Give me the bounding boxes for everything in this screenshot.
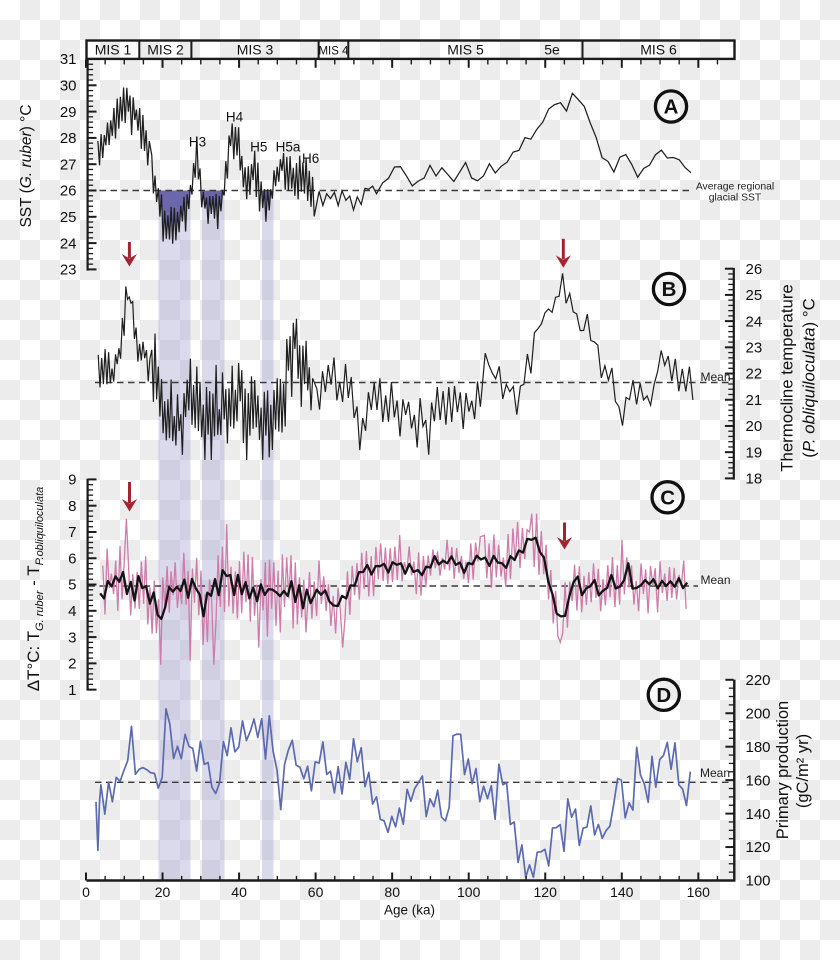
svg-text:21: 21: [746, 392, 763, 409]
svg-text:31: 31: [60, 51, 77, 68]
svg-text:23: 23: [746, 340, 763, 357]
svg-text:25: 25: [60, 209, 77, 226]
svg-text:(gC/m² yr): (gC/m² yr): [794, 734, 812, 808]
svg-text:120: 120: [746, 839, 771, 856]
svg-text:5e: 5e: [544, 42, 560, 58]
svg-text:8: 8: [68, 498, 76, 515]
svg-text:19: 19: [746, 444, 763, 461]
svg-text:27: 27: [60, 156, 77, 173]
svg-text:140: 140: [610, 884, 634, 900]
svg-text:7: 7: [68, 524, 76, 541]
svg-text:H3: H3: [189, 135, 206, 150]
svg-text:1: 1: [68, 682, 76, 699]
svg-text:6: 6: [68, 550, 76, 567]
svg-text:100: 100: [746, 873, 771, 890]
svg-text:26: 26: [746, 261, 763, 278]
svg-text:40: 40: [231, 884, 247, 900]
svg-text:22: 22: [746, 366, 763, 383]
svg-text:3: 3: [68, 629, 76, 646]
svg-text:MIS 1: MIS 1: [95, 42, 132, 58]
svg-text:H5a: H5a: [276, 140, 301, 155]
svg-text:Thermocline temperature: Thermocline temperature: [777, 284, 796, 471]
svg-text:23: 23: [60, 262, 77, 279]
svg-text:18: 18: [746, 471, 763, 488]
svg-text:80: 80: [384, 884, 400, 900]
svg-text:H6: H6: [302, 151, 319, 166]
svg-text:2: 2: [68, 656, 76, 673]
svg-text:28: 28: [60, 130, 77, 147]
svg-text:MIS 4: MIS 4: [318, 46, 349, 58]
svg-text:Average regional: Average regional: [696, 182, 774, 193]
svg-text:Mean: Mean: [701, 370, 731, 384]
svg-text:60: 60: [308, 884, 324, 900]
svg-text:24: 24: [746, 313, 763, 330]
svg-text:160: 160: [746, 772, 771, 789]
svg-text:0: 0: [82, 884, 90, 900]
svg-text:200: 200: [746, 706, 771, 723]
svg-text:180: 180: [746, 739, 771, 756]
svg-text:MIS 6: MIS 6: [640, 42, 677, 58]
svg-text:(P. obliquiloculata) °C: (P. obliquiloculata) °C: [799, 298, 818, 457]
svg-text:MIS 2: MIS 2: [147, 42, 184, 58]
svg-text:9: 9: [68, 472, 76, 489]
svg-text:H4: H4: [226, 110, 244, 125]
svg-text:MIS 3: MIS 3: [237, 42, 274, 58]
svg-text:SST (G. ruber) °C: SST (G. ruber) °C: [18, 104, 35, 227]
svg-text:120: 120: [534, 884, 558, 900]
svg-text:20: 20: [746, 418, 763, 435]
svg-text:MIS 5: MIS 5: [447, 42, 484, 58]
svg-text:Age (ka): Age (ka): [384, 903, 435, 918]
svg-text:B: B: [662, 278, 677, 301]
svg-text:Mean: Mean: [700, 766, 730, 780]
svg-text:Primary production: Primary production: [774, 701, 792, 839]
svg-text:glacial SST: glacial SST: [709, 192, 762, 203]
svg-text:100: 100: [457, 884, 481, 900]
svg-text:Mean: Mean: [701, 573, 731, 587]
svg-text:A: A: [664, 96, 679, 119]
svg-text:30: 30: [60, 78, 77, 95]
svg-text:H5: H5: [250, 140, 267, 155]
svg-text:25: 25: [746, 287, 763, 304]
svg-text:D: D: [656, 684, 671, 707]
svg-text:5: 5: [68, 577, 76, 594]
svg-text:C: C: [660, 487, 675, 510]
svg-text:26: 26: [60, 183, 77, 200]
svg-text:4: 4: [68, 603, 76, 620]
svg-text:160: 160: [687, 884, 711, 900]
svg-text:29: 29: [60, 104, 77, 121]
svg-text:24: 24: [60, 235, 77, 252]
svg-text:140: 140: [746, 806, 771, 823]
svg-text:220: 220: [746, 672, 771, 689]
svg-text:20: 20: [155, 884, 171, 900]
